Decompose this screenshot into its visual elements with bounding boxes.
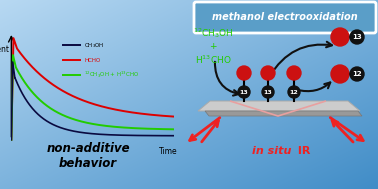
Polygon shape xyxy=(205,111,362,116)
Circle shape xyxy=(350,67,364,81)
Text: 13: 13 xyxy=(263,90,273,94)
Circle shape xyxy=(331,65,349,83)
FancyBboxPatch shape xyxy=(194,2,376,33)
Circle shape xyxy=(287,66,301,80)
Polygon shape xyxy=(198,101,360,111)
Circle shape xyxy=(262,86,274,98)
Text: $^{12}$CH$_3$OH
+
H$^{13}$CHO: $^{12}$CH$_3$OH + H$^{13}$CHO xyxy=(193,26,233,66)
Text: HCHO: HCHO xyxy=(85,57,101,63)
Circle shape xyxy=(238,86,250,98)
Circle shape xyxy=(350,30,364,44)
Text: Current: Current xyxy=(0,45,9,54)
Text: 12: 12 xyxy=(352,71,362,77)
Text: CH$_3$OH: CH$_3$OH xyxy=(85,41,105,50)
Circle shape xyxy=(331,28,349,46)
Text: 13: 13 xyxy=(352,34,362,40)
Circle shape xyxy=(261,66,275,80)
Text: $^{12}$CH$_3$OH + H$^{13}$CHO: $^{12}$CH$_3$OH + H$^{13}$CHO xyxy=(85,70,140,80)
Text: IR: IR xyxy=(294,146,310,156)
Text: 12: 12 xyxy=(290,90,298,94)
Text: methanol electrooxidation: methanol electrooxidation xyxy=(212,12,358,22)
Text: in situ: in situ xyxy=(252,146,292,156)
Circle shape xyxy=(237,66,251,80)
Text: 13: 13 xyxy=(240,90,248,94)
Circle shape xyxy=(288,86,300,98)
Text: non-additive
behavior: non-additive behavior xyxy=(46,142,130,170)
Text: Time: Time xyxy=(158,147,177,156)
